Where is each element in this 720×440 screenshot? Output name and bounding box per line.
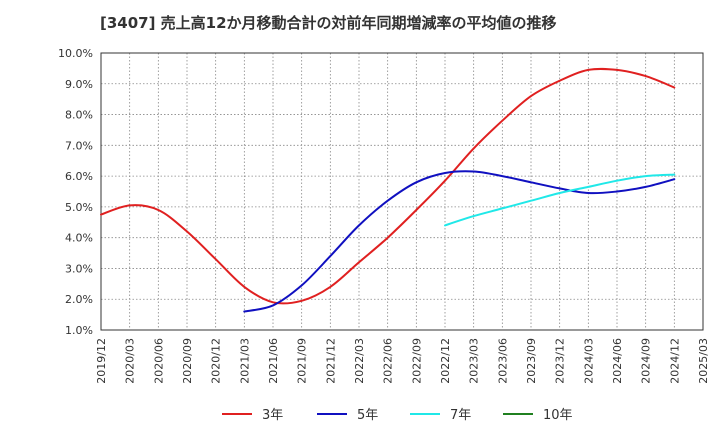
legend-label-0: 3年: [262, 408, 283, 423]
series-line-0: [100, 67, 676, 305]
y-tick-label: 4.0%: [65, 232, 93, 245]
x-tick-label: 2019/12: [95, 338, 108, 384]
x-tick-label: 2021/06: [267, 338, 280, 384]
x-tick-label: 2022/09: [410, 338, 423, 384]
x-tick-label: 2021/03: [238, 338, 251, 384]
x-tick-label: 2023/03: [468, 338, 481, 384]
y-tick-label: 3.0%: [65, 262, 93, 275]
chart-title: [3407] 売上高12か月移動合計の対前年同期増減率の平均値の推移: [100, 14, 557, 32]
legend-label-1: 5年: [357, 408, 378, 423]
y-tick-label: 6.0%: [65, 170, 93, 183]
x-tick-label: 2022/06: [382, 338, 395, 384]
x-tick-label: 2020/12: [210, 338, 223, 384]
x-tick-label: 2024/06: [611, 338, 624, 384]
x-tick-label: 2023/06: [496, 338, 509, 384]
x-tick-label: 2021/12: [324, 338, 337, 384]
y-tick-label: 7.0%: [65, 139, 93, 152]
x-tick-label: 2022/03: [353, 338, 366, 384]
x-tick-label: 2025/03: [697, 338, 710, 384]
x-tick-label: 2023/09: [525, 338, 538, 384]
x-tick-label: 2020/03: [124, 338, 137, 384]
x-tick-label: 2023/12: [554, 338, 567, 384]
legend-label-2: 7年: [450, 408, 471, 423]
x-tick-label: 2024/03: [582, 338, 595, 384]
x-tick-label: 2022/12: [439, 338, 452, 384]
y-tick-label: 8.0%: [65, 109, 93, 122]
x-tick-label: 2021/09: [296, 338, 309, 384]
legend-label-3: 10年: [543, 408, 573, 423]
series-line-1: [243, 170, 676, 313]
x-tick-label: 2024/09: [640, 338, 653, 384]
series-line-2: [444, 173, 676, 227]
x-tick-label: 2020/06: [152, 338, 165, 384]
y-tick-label: 10.0%: [58, 47, 93, 60]
x-tick-label: 2024/12: [668, 338, 681, 384]
y-tick-label: 5.0%: [65, 201, 93, 214]
x-tick-label: 2020/09: [181, 338, 194, 384]
plot-frame: [100, 52, 704, 331]
y-tick-label: 1.0%: [65, 324, 93, 337]
y-tick-label: 9.0%: [65, 78, 93, 91]
y-tick-label: 2.0%: [65, 293, 93, 306]
